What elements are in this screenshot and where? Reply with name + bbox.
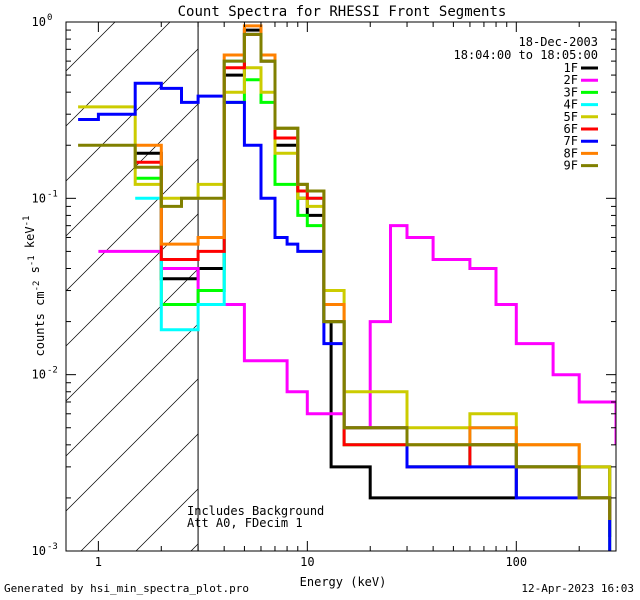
note-background: Includes Background: [187, 504, 324, 518]
attenuator-hatch-region: [0, 22, 640, 551]
series-line-9F: [78, 32, 612, 520]
chart-title: Count Spectra for RHESSI Front Segments: [178, 4, 507, 20]
axis-ticks: [66, 22, 617, 552]
hatch-line: [66, 22, 116, 72]
hatch-line: [66, 268, 199, 402]
hatch-line: [301, 22, 640, 551]
legend-label-1F: 1F: [564, 61, 578, 75]
y-tick-exponent: 0: [47, 13, 52, 23]
legend-label-8F: 8F: [564, 146, 578, 160]
x-axis-label: Energy (keV): [300, 575, 387, 589]
series-line-7F: [78, 81, 612, 551]
plot-frame: [65, 21, 617, 552]
series-line-5F: [78, 66, 612, 498]
hatch-line: [66, 48, 199, 182]
hatch-line: [246, 22, 640, 551]
time-range-label: 18:04:00 to 18:05:00: [454, 48, 599, 62]
legend-label-7F: 7F: [564, 134, 578, 148]
hatch-line: [466, 22, 640, 551]
legend-label-2F: 2F: [564, 73, 578, 87]
y-tick-label: 10: [32, 15, 46, 29]
legend-label-3F: 3F: [564, 85, 578, 99]
hatch-line: [66, 213, 199, 347]
hatch-line: [411, 22, 640, 551]
y-tick-label: 10: [32, 191, 46, 205]
hatch-line: [80, 433, 199, 551]
series-line-1F: [135, 28, 612, 537]
y-tick-label: 10: [32, 544, 46, 558]
hatch-line: [66, 22, 171, 127]
y-tick-exponent: -3: [47, 542, 58, 552]
timestamp-label: 12-Apr-2023 16:03: [521, 582, 634, 595]
hatch-line: [66, 158, 199, 292]
x-tick-label: 1: [95, 555, 102, 569]
hatch-line: [0, 22, 60, 551]
hatch-line: [66, 103, 199, 237]
series-line-2F: [98, 224, 616, 445]
y-tick-exponent: -1: [47, 189, 58, 199]
date-label: 18-Dec-2003: [519, 35, 598, 49]
series-line-4F: [135, 32, 612, 520]
hatch-line: [0, 22, 5, 551]
note-attenuator: Att A0, FDecim 1: [187, 516, 303, 530]
y-axis-label: counts cm-2 s-1 keV-1: [22, 216, 47, 357]
legend-label-4F: 4F: [564, 98, 578, 112]
x-tick-labels: 1 10 100: [95, 555, 527, 569]
hatch-line: [576, 22, 640, 551]
y-tick-label: 10: [32, 368, 46, 382]
series-layer: [78, 24, 616, 551]
generated-by-label: Generated by hsi_min_spectra_plot.pro: [4, 582, 250, 595]
hatch-line: [356, 22, 640, 551]
hatch-line: [631, 22, 640, 551]
x-tick-label: 10: [300, 555, 314, 569]
legend-label-9F: 9F: [564, 159, 578, 173]
y-tick-exponent: -2: [47, 366, 58, 376]
x-tick-label: 100: [505, 555, 527, 569]
hatch-line: [66, 378, 199, 512]
series-line-6F: [135, 32, 612, 520]
legend-label-6F: 6F: [564, 122, 578, 136]
series-line-3F: [135, 78, 612, 551]
legend-label-5F: 5F: [564, 110, 578, 124]
hatch-line: [66, 323, 199, 457]
